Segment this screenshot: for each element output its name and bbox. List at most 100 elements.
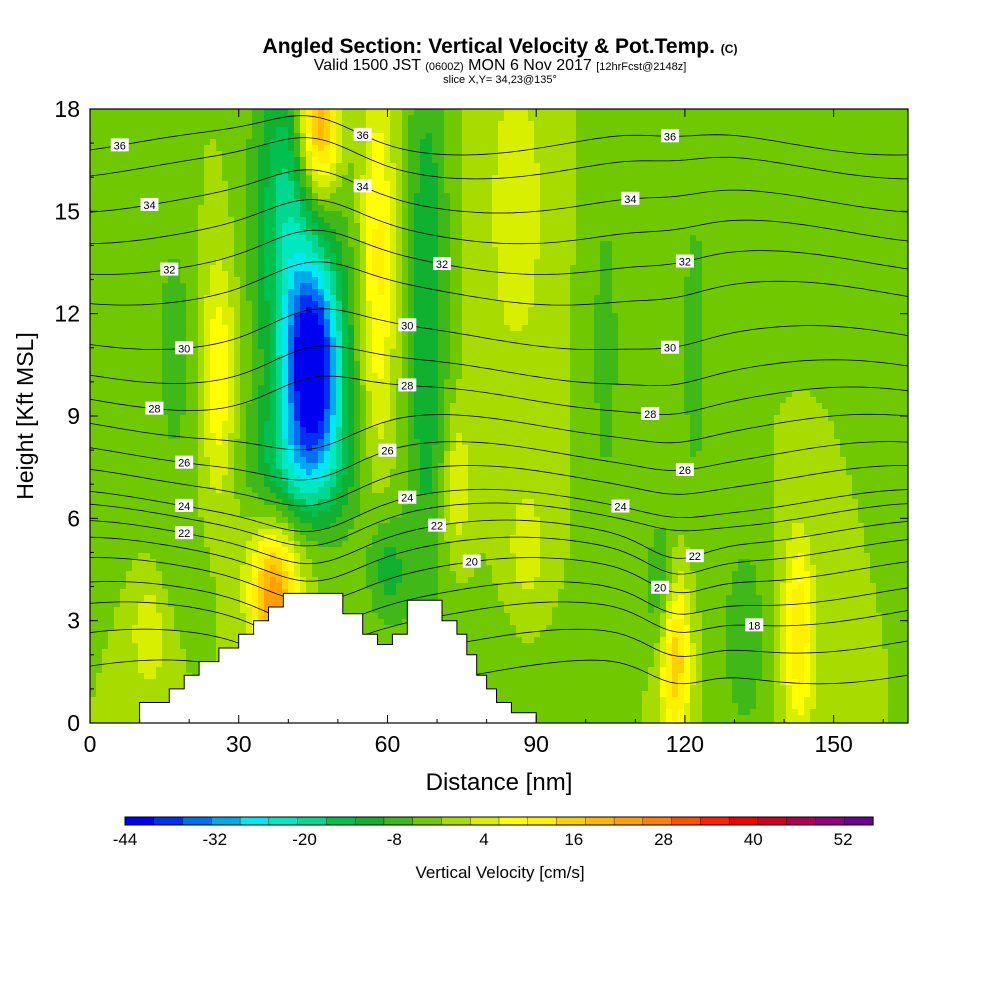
velocity-cell — [228, 421, 235, 428]
velocity-cell — [258, 361, 265, 368]
velocity-cell — [372, 331, 379, 338]
velocity-cell — [222, 319, 229, 326]
velocity-cell — [246, 589, 253, 596]
velocity-cell — [342, 601, 349, 608]
velocity-cell — [198, 163, 205, 170]
velocity-cell — [114, 325, 121, 332]
velocity-cell — [342, 349, 349, 356]
velocity-cell — [120, 493, 127, 500]
velocity-cell — [102, 589, 109, 596]
velocity-cell — [228, 565, 235, 572]
velocity-cell — [378, 271, 385, 278]
velocity-cell — [264, 553, 271, 560]
velocity-cell — [222, 493, 229, 500]
velocity-cell — [102, 415, 109, 422]
velocity-cell — [138, 331, 145, 338]
velocity-cell — [228, 355, 235, 362]
velocity-cell — [324, 199, 331, 206]
velocity-cell — [198, 289, 205, 296]
velocity-cell — [378, 127, 385, 134]
velocity-cell — [114, 523, 121, 530]
velocity-cell — [168, 499, 175, 506]
velocity-cell — [282, 451, 289, 458]
velocity-cell — [114, 379, 121, 386]
velocity-cell — [90, 523, 97, 530]
velocity-cell — [372, 349, 379, 356]
velocity-cell — [180, 427, 187, 434]
velocity-cell — [102, 637, 109, 644]
velocity-cell — [90, 259, 97, 266]
velocity-cell — [210, 481, 217, 488]
velocity-cell — [240, 367, 247, 374]
velocity-cell — [216, 187, 223, 194]
velocity-cell — [102, 445, 109, 452]
velocity-cell — [204, 613, 211, 620]
velocity-cell — [102, 217, 109, 224]
velocity-cell — [198, 475, 205, 482]
velocity-cell — [96, 571, 103, 578]
velocity-cell — [300, 217, 307, 224]
velocity-cell — [162, 391, 169, 398]
velocity-cell — [294, 277, 301, 284]
velocity-cell — [156, 289, 163, 296]
velocity-cell — [216, 391, 223, 398]
velocity-cell — [228, 415, 235, 422]
velocity-cell — [270, 247, 277, 254]
velocity-cell — [204, 349, 211, 356]
velocity-cell — [300, 481, 307, 488]
velocity-cell — [354, 379, 361, 386]
velocity-cell — [216, 625, 223, 632]
velocity-cell — [282, 571, 289, 578]
velocity-cell — [318, 415, 325, 422]
velocity-cell — [102, 199, 109, 206]
velocity-cell — [138, 475, 145, 482]
velocity-cell — [174, 547, 181, 554]
velocity-cell — [126, 247, 133, 254]
velocity-cell — [246, 235, 253, 242]
velocity-cell — [294, 469, 301, 476]
velocity-cell — [276, 307, 283, 314]
velocity-cell — [126, 583, 133, 590]
velocity-cell — [162, 139, 169, 146]
velocity-cell — [342, 403, 349, 410]
velocity-cell — [288, 211, 295, 218]
velocity-cell — [138, 637, 145, 644]
velocity-cell — [114, 427, 121, 434]
velocity-cell — [336, 325, 343, 332]
velocity-cell — [366, 451, 373, 458]
velocity-cell — [126, 457, 133, 464]
velocity-cell — [120, 565, 127, 572]
velocity-cell — [222, 349, 229, 356]
velocity-cell — [114, 223, 121, 230]
velocity-cell — [282, 577, 289, 584]
velocity-cell — [96, 367, 103, 374]
velocity-cell — [228, 319, 235, 326]
velocity-cell — [174, 517, 181, 524]
velocity-cell — [120, 211, 127, 218]
velocity-cell — [210, 457, 217, 464]
velocity-cell — [216, 349, 223, 356]
velocity-cell — [180, 145, 187, 152]
velocity-cell — [324, 517, 331, 524]
velocity-cell — [198, 265, 205, 272]
velocity-cell — [204, 427, 211, 434]
velocity-cell — [144, 505, 151, 512]
velocity-cell — [150, 697, 157, 704]
velocity-cell — [336, 247, 343, 254]
velocity-cell — [306, 331, 313, 338]
velocity-cell — [306, 355, 313, 362]
velocity-cell — [204, 547, 211, 554]
velocity-cell — [156, 445, 163, 452]
velocity-cell — [198, 127, 205, 134]
velocity-cell — [156, 223, 163, 230]
velocity-cell — [240, 595, 247, 602]
velocity-cell — [360, 205, 367, 212]
velocity-cell — [156, 349, 163, 356]
velocity-cell — [276, 133, 283, 140]
velocity-cell — [174, 391, 181, 398]
velocity-cell — [336, 253, 343, 260]
velocity-cell — [150, 157, 157, 164]
velocity-cell — [264, 235, 271, 242]
velocity-cell — [306, 157, 313, 164]
velocity-cell — [234, 559, 241, 566]
